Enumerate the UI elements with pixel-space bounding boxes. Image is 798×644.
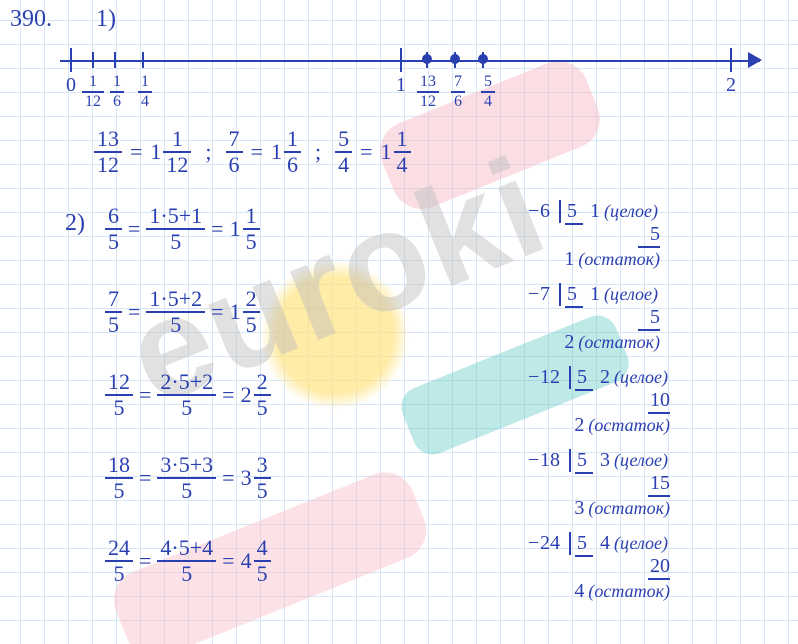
eq-row-0: 65 = 1·5+15 = 1 15 xyxy=(105,205,260,253)
number-line-axis xyxy=(60,60,760,62)
label-13-12: 1312 xyxy=(417,74,439,110)
eq-row-3: 185 = 3·5+35 = 3 35 xyxy=(105,454,271,502)
label-1-6: 16 xyxy=(110,74,124,110)
part1-conversions: 1312 = 1 112 ; 76 = 1 16 ; 54 = 1 14 xyxy=(94,128,411,176)
tick-1-6 xyxy=(114,52,116,68)
label-1-4: 14 xyxy=(138,74,152,110)
number-line-arrow-icon xyxy=(748,52,762,68)
tick-7-6 xyxy=(454,52,456,68)
tick-one xyxy=(400,48,402,72)
tick-zero xyxy=(70,48,72,72)
part1-label: 1) xyxy=(96,6,116,33)
tick-13-12 xyxy=(426,52,428,68)
ld-row-1: − 7 5 1(целое) 5 2(остаток) xyxy=(540,283,660,354)
label-one: 1 xyxy=(396,74,406,97)
label-7-6: 76 xyxy=(451,74,465,110)
label-zero: 0 xyxy=(66,74,76,97)
ld-row-4: − 24 5 4(целое) 20 4(остаток) xyxy=(540,532,670,603)
label-1-12: 112 xyxy=(82,74,104,110)
eq-row-1: 75 = 1·5+25 = 1 25 xyxy=(105,288,260,336)
label-5-4: 54 xyxy=(481,74,495,110)
ld-row-3: − 18 5 3(целое) 15 3(остаток) xyxy=(540,449,670,520)
eq-row-2: 125 = 2·5+25 = 2 25 xyxy=(105,371,271,419)
label-two: 2 xyxy=(726,74,736,97)
ld-row-0: − 6 5 1(целое) 5 1(остаток) xyxy=(540,200,660,271)
eq-row-4: 245 = 4·5+45 = 4 45 xyxy=(105,537,271,585)
tick-two xyxy=(730,48,732,72)
exercise-number: 390. xyxy=(10,6,52,33)
ld-row-2: − 12 5 2(целое) 10 2(остаток) xyxy=(540,366,670,437)
tick-5-4 xyxy=(482,52,484,68)
part2-label: 2) xyxy=(65,210,85,237)
tick-1-4 xyxy=(142,52,144,68)
tick-1-12 xyxy=(92,52,94,68)
